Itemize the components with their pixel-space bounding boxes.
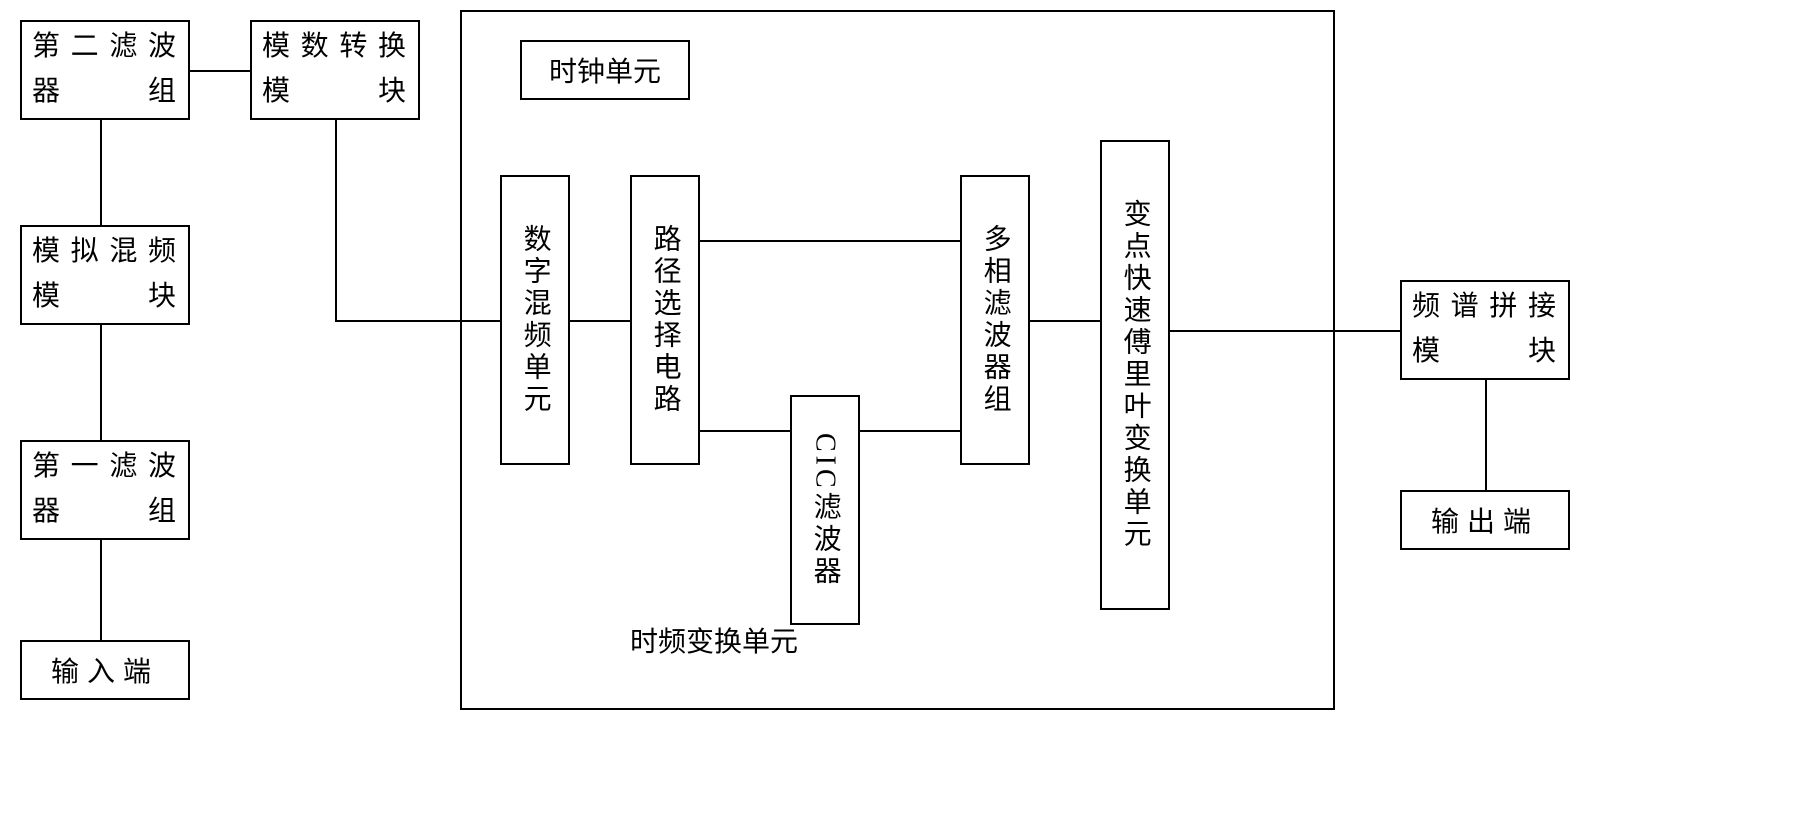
- filter1-box: 第一滤波器组: [20, 440, 190, 540]
- input-label: 输入端: [51, 650, 159, 690]
- path-select-box: 路径选择电路: [630, 175, 700, 465]
- edge-polyphase-fft: [1030, 320, 1100, 322]
- input-box: 输入端: [20, 640, 190, 700]
- output-box: 输出端: [1400, 490, 1570, 550]
- cic-label: CIC滤波器: [805, 433, 844, 588]
- filter1-label: 第一滤波器组: [32, 445, 178, 535]
- edge-digimix-pathsel: [570, 320, 630, 322]
- cic-box: CIC滤波器: [790, 395, 860, 625]
- digital-mixer-box: 数字混频单元: [500, 175, 570, 465]
- analog-mixer-label: 模拟混频模块: [32, 230, 178, 320]
- edge-input-filter1: [100, 540, 102, 640]
- adc-box: 模数转换模块: [250, 20, 420, 120]
- edge-pathsel-polyphase: [700, 240, 960, 242]
- edge-pathsel-cic: [700, 430, 790, 432]
- container-box: [460, 10, 1335, 710]
- fft-box: 变点快速傅里叶变换单元: [1100, 140, 1170, 610]
- edge-filter2-adc: [190, 70, 250, 72]
- polyphase-box: 多相滤波器组: [960, 175, 1030, 465]
- spectrum-box: 频谱拼接模块: [1400, 280, 1570, 380]
- edge-adc-digimix: [335, 320, 500, 322]
- path-select-label: 路径选择电路: [645, 224, 684, 416]
- digital-mixer-label: 数字混频单元: [515, 224, 554, 416]
- clock-label: 时钟单元: [549, 50, 661, 90]
- edge-cic-polyphase: [860, 430, 960, 432]
- edge-fft-spectrum: [1170, 330, 1400, 332]
- filter2-box: 第二滤波器组: [20, 20, 190, 120]
- edge-adc-down: [335, 120, 337, 320]
- container-label: 时频变换单元: [630, 620, 798, 660]
- output-label: 输出端: [1431, 500, 1539, 540]
- filter2-label: 第二滤波器组: [32, 25, 178, 115]
- polyphase-label: 多相滤波器组: [975, 224, 1014, 416]
- edge-spectrum-output: [1485, 380, 1487, 490]
- clock-box: 时钟单元: [520, 40, 690, 100]
- adc-label: 模数转换模块: [262, 25, 408, 115]
- edge-filter1-mixer: [100, 325, 102, 440]
- edge-mixer-filter2: [100, 120, 102, 225]
- analog-mixer-box: 模拟混频模块: [20, 225, 190, 325]
- spectrum-label: 频谱拼接模块: [1412, 285, 1558, 375]
- fft-label: 变点快速傅里叶变换单元: [1115, 199, 1154, 551]
